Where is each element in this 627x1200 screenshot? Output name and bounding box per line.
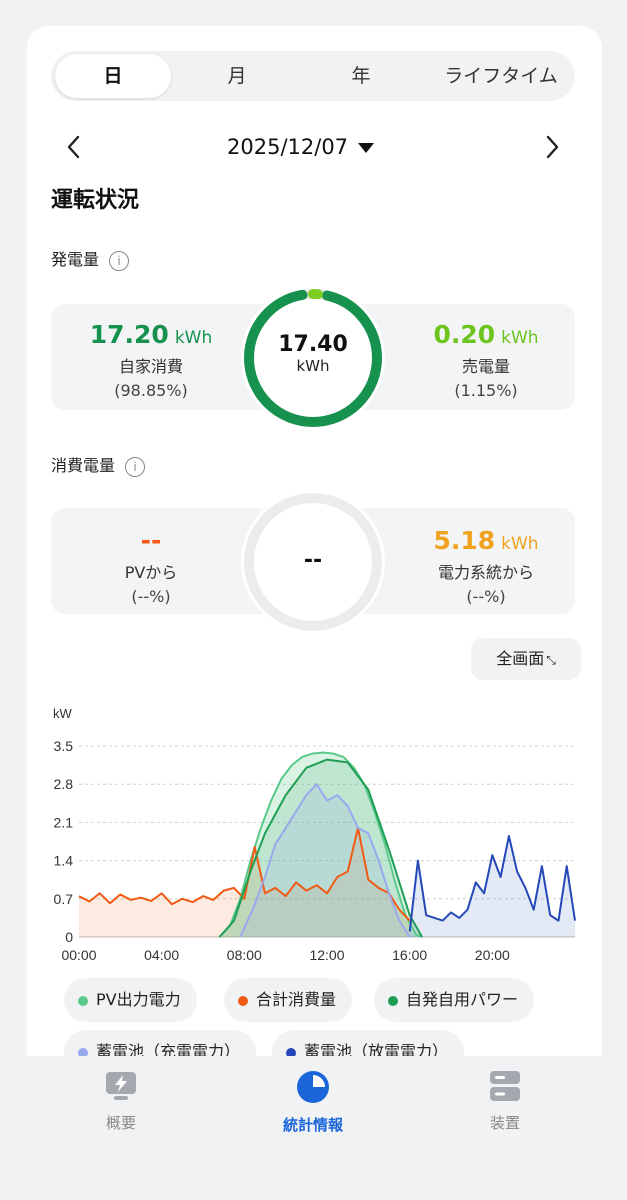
section-title: 運転状況 [51, 188, 140, 213]
sold-power-stat: 0.20 kWh 売電量 (1.15%) [406, 320, 566, 400]
device-icon [490, 1071, 520, 1101]
legend-dot [388, 995, 398, 1006]
x-tick-label: 12:00 [309, 947, 344, 963]
fullscreen-button[interactable]: 全画面 ⤡ [471, 638, 581, 680]
generation-ring: 17.40 kWh [241, 286, 385, 430]
generation-total: 17.40 kWh [241, 332, 385, 375]
legend-dot [286, 1047, 296, 1058]
info-icon[interactable]: i [109, 250, 130, 271]
generation-total-unit: kWh [296, 357, 330, 375]
grid-consumption-value: 5.18 [433, 526, 496, 555]
generation-total-value: 17.40 [278, 332, 348, 357]
consumption-ring-chart [241, 490, 385, 634]
generation-ring-chart [241, 286, 385, 430]
caret-down-icon [358, 143, 375, 153]
sold-power-label: 売電量 [461, 357, 510, 376]
statistics-pie-icon [297, 1071, 329, 1103]
y-tick-label: 0 [65, 929, 73, 945]
y-tick-label: 2.1 [54, 814, 74, 830]
legend-label: 合計消費量 [256, 990, 337, 1009]
legend-total-consumption[interactable]: 合計消費量 [224, 978, 353, 1022]
pv-consumption-stat: -- PVから (--%) [51, 526, 251, 606]
x-tick-label: 00:00 [61, 947, 96, 963]
tab-month[interactable]: 月 [227, 65, 247, 87]
bottom-navigation: 概要 統計情報 装置 [0, 1056, 627, 1200]
generation-title-row: 発電量 i [51, 246, 130, 271]
y-tick-label: 0.7 [54, 891, 74, 907]
nav-statistics-label: 統計情報 [282, 1116, 343, 1134]
nav-overview-label: 概要 [105, 1114, 136, 1132]
self-consumption-percent: (98.85%) [114, 381, 188, 400]
y-axis-label: kW [53, 706, 73, 721]
self-consumption-unit: kWh [174, 328, 213, 348]
legend-label: 自発自用パワー [406, 990, 519, 1009]
nav-device-label: 装置 [489, 1114, 520, 1132]
grid-consumption-percent: (--%) [466, 587, 506, 606]
y-tick-label: 3.5 [54, 738, 74, 754]
expand-icon: ⤡ [546, 653, 556, 667]
consumption-title: 消費電量 [51, 456, 116, 475]
consumption-ring: -- [241, 490, 385, 634]
period-tabs: 日 月 年 ライフタイム [51, 51, 575, 101]
sold-power-unit: kWh [501, 328, 539, 348]
prev-date-icon[interactable] [59, 132, 89, 162]
generation-title: 発電量 [51, 250, 100, 269]
pv-consumption-percent: (--%) [131, 587, 171, 606]
next-date-icon[interactable] [537, 132, 567, 162]
date-selector[interactable]: 2025/12/07 [227, 130, 375, 164]
ring-self-arc [244, 289, 382, 427]
pv-consumption-label: PVから [124, 563, 178, 582]
grid-consumption-label: 電力系統から [437, 563, 534, 582]
tab-year[interactable]: 年 [351, 65, 371, 87]
tab-day[interactable]: 日 [55, 54, 171, 98]
series-line [239, 783, 411, 938]
date-label: 2025/12/07 [227, 135, 349, 159]
series-line [408, 835, 576, 932]
info-icon[interactable]: i [125, 456, 146, 477]
sold-power-percent: (1.15%) [454, 381, 518, 400]
ring-sold-arc [244, 289, 382, 427]
series-area [240, 784, 410, 937]
y-tick-label: 1.4 [54, 853, 74, 869]
x-tick-label: 16:00 [392, 947, 427, 963]
series-line [78, 826, 411, 922]
overview-icon [106, 1072, 136, 1100]
consumption-title-row: 消費電量 i [51, 452, 146, 477]
x-tick-label: 08:00 [227, 947, 262, 963]
legend-self-use-power[interactable]: 自発自用パワー [374, 978, 535, 1022]
y-tick-label: 2.8 [54, 776, 74, 792]
consumption-total-value: -- [303, 548, 323, 573]
self-consumption-label: 自家消費 [118, 357, 183, 376]
legend-dot [78, 1047, 88, 1058]
x-tick-label: 20:00 [475, 947, 510, 963]
self-consumption-value: 17.20 [89, 320, 169, 349]
power-chart: kW 3.5 2.8 2.1 1.4 0.7 0 00:00 04:00 08:00 12:00 16… [53, 706, 576, 963]
series-line [218, 758, 423, 938]
nav-overview[interactable]: 概要 [61, 1070, 181, 1133]
statistics-card: 日 月 年 ライフタイム 2025/12/07 運転状況 発電量 i 17.20 k… [27, 26, 602, 1126]
tab-lifetime[interactable]: ライフタイム [444, 65, 558, 87]
fullscreen-label: 全画面 [496, 649, 545, 668]
sold-power-value: 0.20 [433, 320, 496, 349]
nav-device[interactable]: 装置 [445, 1070, 565, 1133]
series-area [409, 836, 575, 937]
nav-statistics[interactable]: 統計情報 [253, 1070, 373, 1135]
legend-pv-output[interactable]: PV出力電力 [64, 978, 197, 1022]
x-tick-label: 04:00 [144, 947, 179, 963]
series-area [79, 827, 410, 937]
legend-dot [78, 995, 88, 1006]
self-consumption-stat: 17.20 kWh 自家消費 (98.85%) [51, 320, 251, 400]
grid-consumption-unit: kWh [501, 534, 539, 554]
legend-dot [238, 995, 248, 1006]
grid-consumption-stat: 5.18 kWh 電力系統から (--%) [406, 526, 566, 606]
legend-label: PV出力電力 [96, 990, 181, 1009]
pv-consumption-value: -- [140, 526, 162, 555]
